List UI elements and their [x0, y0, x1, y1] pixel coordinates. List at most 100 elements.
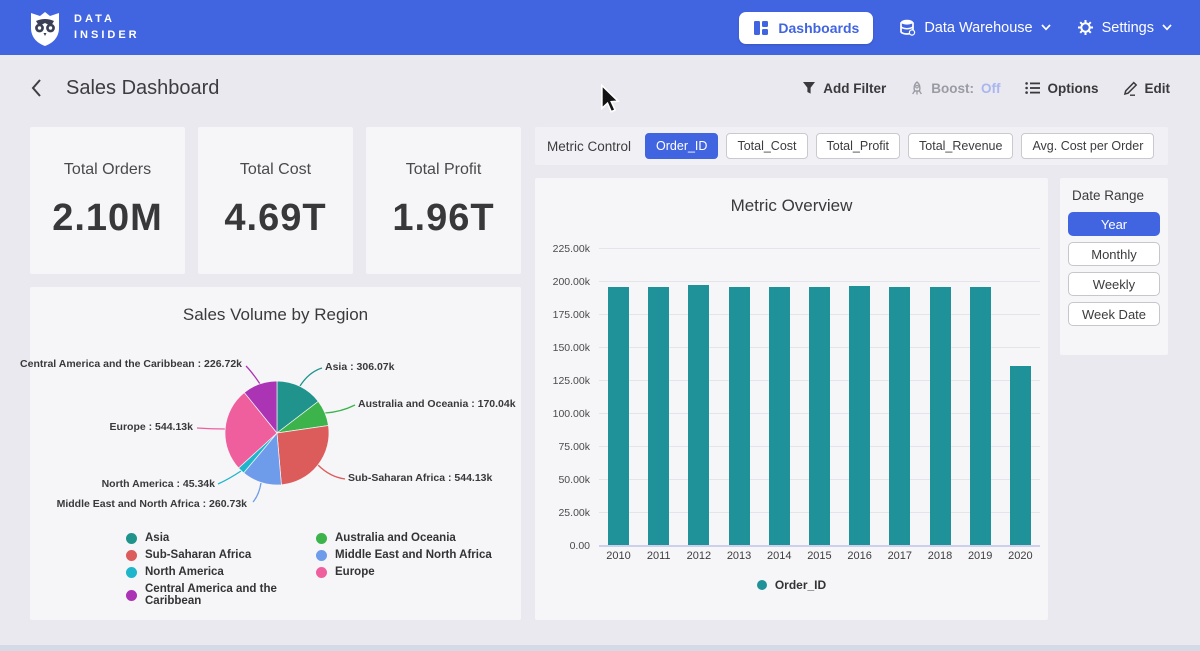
dashboards-button[interactable]: Dashboards	[739, 11, 874, 44]
y-tick-label: 100.00k	[552, 408, 590, 420]
date-button-weekly[interactable]: Weekly	[1068, 272, 1160, 296]
metric-button-total-profit[interactable]: Total_Profit	[815, 133, 901, 159]
settings-label: Settings	[1101, 19, 1154, 36]
pie-chart-title: Sales Volume by Region	[182, 305, 369, 324]
y-tick-label: 125.00k	[552, 375, 590, 387]
x-tick-label: 2017	[887, 550, 913, 562]
bar-legend[interactable]: Order_ID	[535, 578, 1048, 592]
edit-label: Edit	[1144, 80, 1171, 96]
back-icon[interactable]	[30, 78, 42, 98]
gridline	[599, 281, 1040, 282]
pie-slice-5[interactable]	[224, 392, 278, 469]
metric-button-avg-cost-per-order[interactable]: Avg. Cost per Order	[1021, 133, 1155, 159]
metric-button-order-id[interactable]: Order_ID	[645, 133, 719, 159]
pie-legend-item[interactable]: Central America and the Caribbean	[126, 583, 316, 607]
data-warehouse-menu[interactable]: Data Warehouse	[899, 19, 1051, 36]
legend-dot	[316, 532, 327, 544]
pie-legend-item[interactable]: Europe	[316, 566, 492, 578]
legend-label: North America	[145, 566, 224, 578]
y-tick-label: 200.00k	[552, 276, 590, 288]
legend-dot	[316, 566, 327, 578]
settings-menu[interactable]: Settings	[1077, 19, 1172, 36]
kpi-value: 4.69T	[224, 197, 327, 239]
kpi-card-total-cost: Total Cost 4.69T	[198, 127, 353, 274]
bar-2013[interactable]	[728, 287, 750, 545]
page-title: Sales Dashboard	[66, 76, 220, 99]
pie-slice-6[interactable]	[243, 380, 278, 434]
metric-button-total-cost[interactable]: Total_Cost	[726, 133, 808, 159]
x-tick-label: 2015	[807, 550, 832, 562]
pie-legend-item[interactable]: Sub-Saharan Africa	[126, 549, 316, 561]
metric-control-label: Metric Control	[547, 138, 632, 154]
chevron-down-icon	[1162, 24, 1172, 31]
x-tick-label: 2011	[646, 550, 671, 562]
bar-2015[interactable]	[808, 286, 830, 545]
legend-label: Sub-Saharan Africa	[145, 549, 252, 561]
bar-2011[interactable]	[648, 287, 670, 545]
metric-control-bar: Metric Control Order_ID Total_Cost Total…	[535, 127, 1168, 165]
date-button-year[interactable]: Year	[1068, 212, 1160, 236]
y-tick-label: 225.00k	[552, 243, 590, 255]
legend-label: Middle East and North Africa	[335, 549, 492, 561]
bar-2016[interactable]	[849, 285, 871, 545]
date-range-panel: Date Range Year Monthly Weekly Week Date	[1060, 178, 1168, 355]
bar-2018[interactable]	[929, 286, 951, 545]
bar-2017[interactable]	[889, 286, 911, 545]
add-filter-button[interactable]: Add Filter	[802, 81, 886, 96]
page-header: Sales Dashboard Add Filter Boost: Off	[0, 55, 1200, 121]
filter-funnel-icon	[803, 82, 816, 94]
brand[interactable]: DATA INSIDER	[28, 9, 140, 47]
legend-label: Europe	[335, 566, 375, 578]
kpi-row: Total Orders 2.10M Total Cost 4.69T Tota…	[30, 127, 521, 274]
add-filter-label: Add Filter	[823, 80, 887, 96]
bar-2010[interactable]	[608, 286, 629, 545]
bar-2014[interactable]	[768, 286, 790, 545]
boost-toggle[interactable]: Boost: Off	[910, 81, 1001, 96]
y-tick-label: 50.00k	[558, 474, 590, 486]
callout-asia: Asia : 306.07k	[325, 361, 395, 373]
x-tick-label: 2010	[606, 550, 631, 562]
pie-legend-item[interactable]: Asia	[126, 532, 316, 544]
database-icon	[900, 19, 916, 36]
y-tick-label: 25.00k	[558, 507, 590, 519]
bar-slots	[599, 248, 1040, 545]
y-tick-label: 175.00k	[552, 309, 590, 321]
dashboards-label: Dashboards	[778, 19, 860, 36]
options-label: Options	[1047, 80, 1099, 96]
gridline	[599, 248, 1040, 249]
bar-legend-label: Order_ID	[774, 578, 827, 592]
pie-slice-2[interactable]	[276, 425, 330, 486]
date-button-monthly[interactable]: Monthly	[1068, 242, 1160, 266]
kpi-label: Total Orders	[63, 161, 152, 178]
pie-legend-item[interactable]: Middle East and North Africa	[316, 549, 492, 561]
legend-dot	[126, 549, 137, 561]
bar-2012[interactable]	[688, 285, 710, 545]
date-button-week-date[interactable]: Week Date	[1068, 302, 1160, 326]
bar-2019[interactable]	[969, 286, 991, 545]
callout-australia-oceania: Australia and Oceania : 170.04k	[358, 398, 516, 410]
owl-logo-icon	[31, 11, 59, 46]
bar-chart-card: Metric Overview 225.00k 200.00k 175.00k 150…	[535, 178, 1048, 620]
pie-legend-item[interactable]: North America	[126, 566, 316, 578]
x-tick-label: 2019	[967, 550, 993, 562]
metric-button-total-revenue[interactable]: Total_Revenue	[908, 133, 1014, 159]
brand-line2: INSIDER	[74, 28, 140, 41]
kpi-label: Total Profit	[405, 161, 482, 178]
gear-icon	[1077, 20, 1093, 35]
bar-2020[interactable]	[1009, 366, 1031, 545]
legend-dot	[126, 566, 137, 578]
bar-xlabels: 2010 2011 2012 2013 2014 2015 2016 2017 2018 2019…	[599, 550, 1040, 562]
options-button[interactable]: Options	[1024, 80, 1099, 96]
legend-label: Australia and Oceania	[335, 532, 456, 544]
pie-legend-item[interactable]: Australia and Oceania	[316, 532, 492, 544]
callout-north-america: North America : 45.34k	[101, 478, 215, 490]
pie-legend: Asia Australia and Oceania Sub-Saharan Afr…	[126, 532, 492, 607]
chevron-down-icon	[1040, 24, 1051, 31]
legend-dot	[126, 532, 137, 544]
pie-slices	[224, 380, 330, 486]
bar-legend-dot	[756, 580, 767, 590]
callout-europe: Europe : 544.13k	[109, 421, 193, 433]
callout-central-america: Central America and the Caribbean : 226.…	[20, 358, 242, 370]
pie-chart-card: Sales Volume by Region Central America a…	[20, 287, 521, 620]
edit-button[interactable]: Edit	[1123, 80, 1171, 96]
